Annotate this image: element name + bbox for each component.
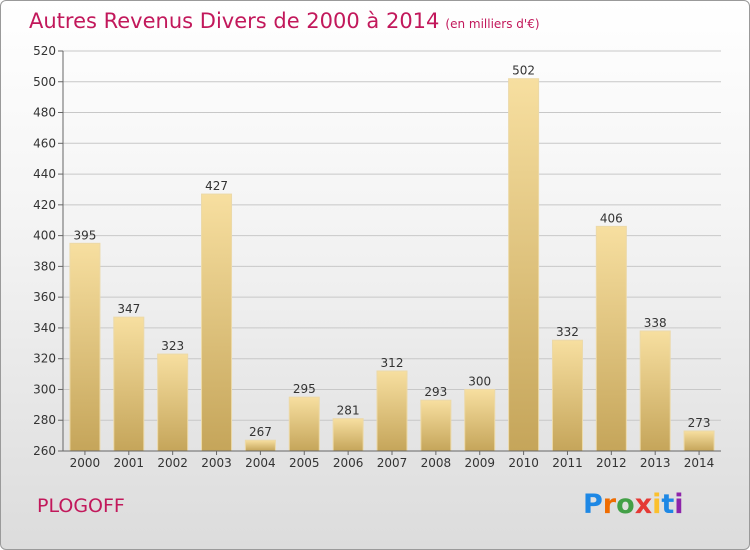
y-tick-label: 500	[33, 75, 56, 89]
y-tick-label: 440	[33, 167, 56, 181]
bar-2008	[420, 399, 452, 452]
data-label-2002: 323	[161, 339, 184, 353]
data-label-2008: 293	[424, 385, 447, 399]
bar-2010	[508, 78, 540, 452]
x-tick-label-2008: 2008	[421, 456, 452, 470]
data-label-2012: 406	[600, 211, 623, 225]
y-tick-label: 320	[33, 352, 56, 366]
bar-2001	[113, 316, 145, 452]
x-tick-label-2004: 2004	[245, 456, 276, 470]
y-tick-label: 420	[33, 198, 56, 212]
bar-2009	[464, 388, 496, 452]
x-tick-label-2012: 2012	[596, 456, 627, 470]
proxiti-logo: Proxiti	[583, 489, 684, 520]
data-label-2009: 300	[468, 374, 491, 388]
x-tick-label-2000: 2000	[70, 456, 101, 470]
bar-2011	[551, 339, 583, 452]
data-label-2006: 281	[337, 404, 360, 418]
bar-2005	[288, 396, 320, 452]
bar-2004	[244, 439, 276, 452]
data-label-2007: 312	[381, 356, 404, 370]
x-tick-label-2007: 2007	[377, 456, 408, 470]
y-tick-label: 280	[33, 413, 56, 427]
data-label-2004: 267	[249, 425, 272, 439]
data-label-2000: 395	[73, 228, 96, 242]
x-tick-label-2009: 2009	[464, 456, 495, 470]
x-tick-label-2011: 2011	[552, 456, 583, 470]
y-tick-label: 260	[33, 444, 56, 458]
data-label-2001: 347	[117, 302, 140, 316]
y-tick-label: 460	[33, 136, 56, 150]
data-label-2005: 295	[293, 382, 316, 396]
x-tick-label-2014: 2014	[684, 456, 715, 470]
data-label-2010: 502	[512, 64, 535, 78]
bar-2007	[376, 370, 408, 452]
bar-2002	[157, 353, 189, 452]
chart-title-unit: (en milliers d'€)	[445, 17, 540, 31]
bar-2006	[332, 418, 364, 452]
data-label-2003: 427	[205, 179, 228, 193]
commune-name: PLOGOFF	[37, 495, 125, 517]
x-tick-label-2010: 2010	[508, 456, 539, 470]
bar-2014	[683, 430, 715, 452]
y-tick-label: 400	[33, 229, 56, 243]
y-tick-label: 480	[33, 106, 56, 120]
y-tick-label: 380	[33, 259, 56, 273]
bar-2012	[595, 225, 627, 452]
data-label-2013: 338	[644, 316, 667, 330]
bar-2000	[69, 242, 101, 452]
x-tick-label-2002: 2002	[157, 456, 188, 470]
bar-2003	[201, 193, 233, 452]
x-tick-label-2005: 2005	[289, 456, 320, 470]
data-label-2014: 273	[688, 416, 711, 430]
y-tick-label: 520	[33, 44, 56, 58]
x-tick-label-2003: 2003	[201, 456, 232, 470]
y-tick-label: 300	[33, 382, 56, 396]
x-tick-label-2001: 2001	[114, 456, 145, 470]
chart-title: Autres Revenus Divers de 2000 à 2014 (en …	[29, 9, 540, 33]
x-tick-label-2013: 2013	[640, 456, 671, 470]
y-tick-label: 360	[33, 290, 56, 304]
y-tick-label: 340	[33, 321, 56, 335]
data-label-2011: 332	[556, 325, 579, 339]
chart-title-main: Autres Revenus Divers de 2000 à 2014	[29, 9, 440, 33]
x-tick-label-2006: 2006	[333, 456, 364, 470]
bar-2013	[639, 330, 671, 452]
